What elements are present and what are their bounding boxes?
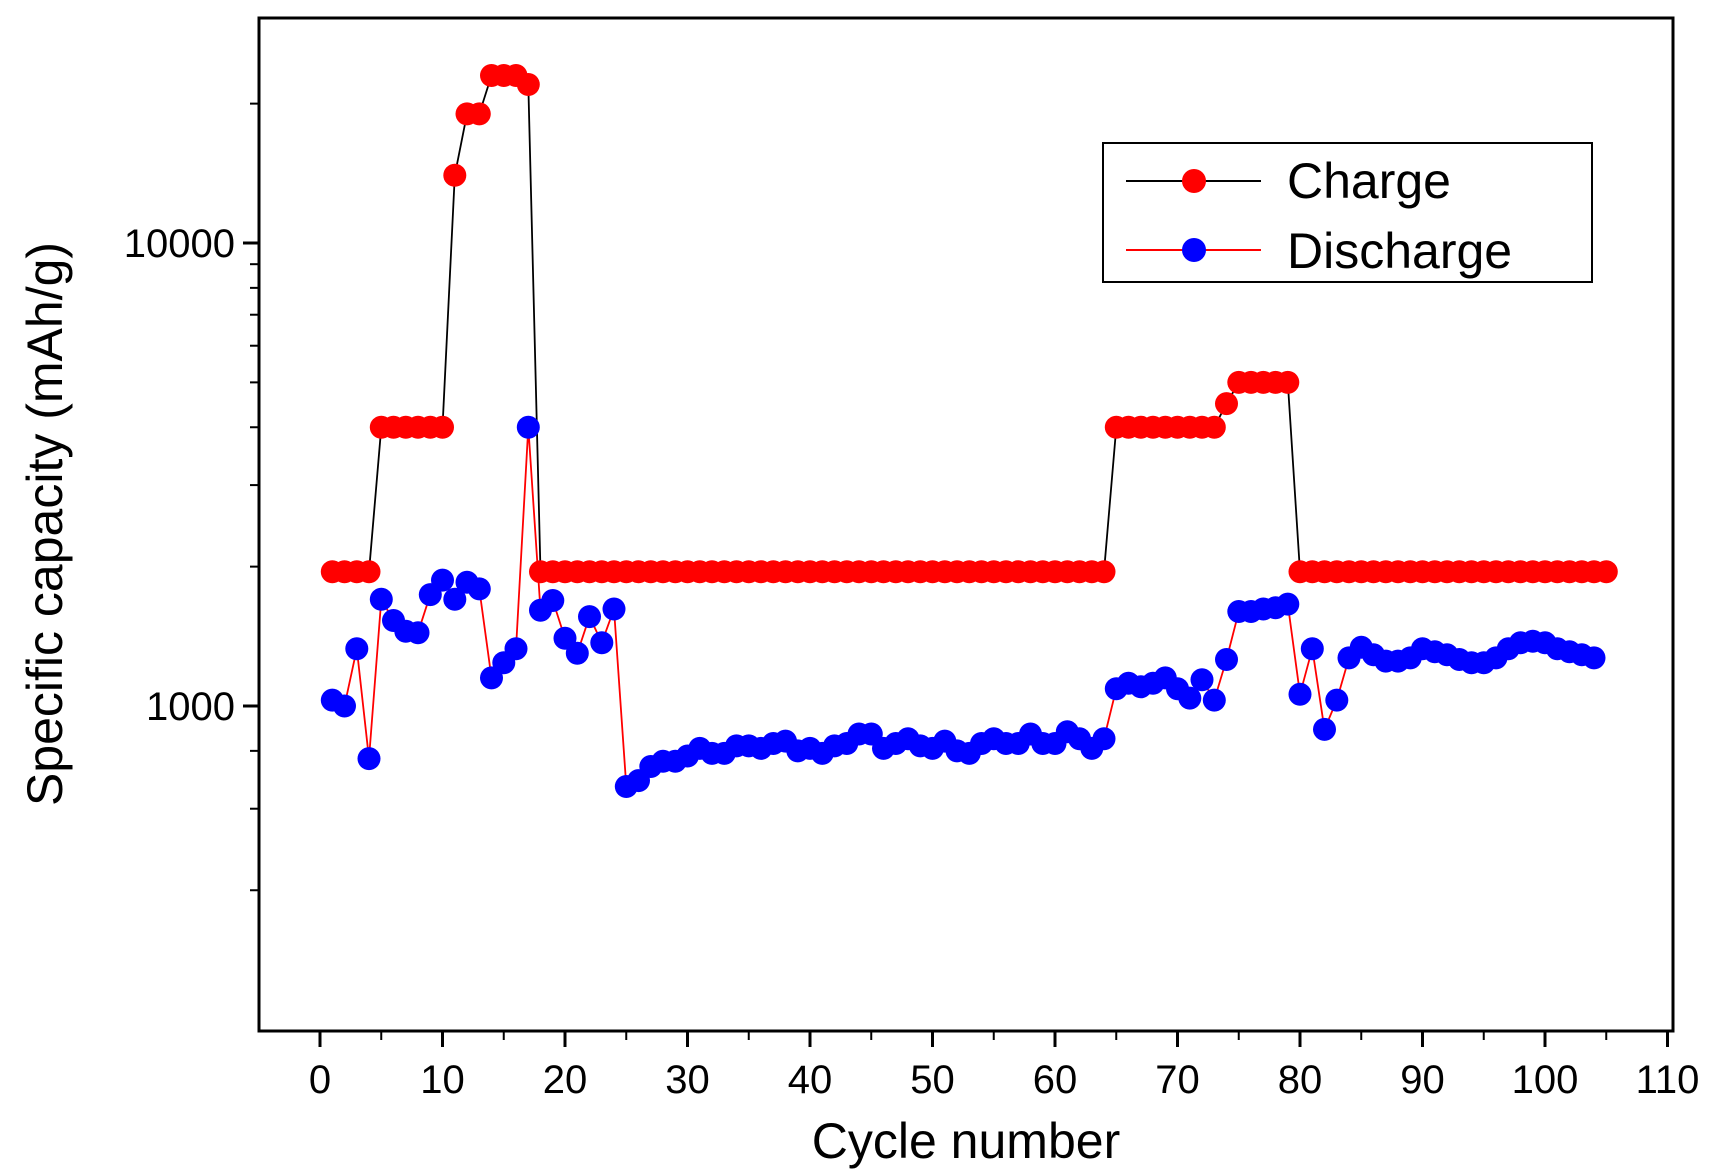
y-tick-label: 10000	[124, 222, 235, 266]
charge-point	[357, 560, 381, 584]
discharge-point	[1276, 592, 1300, 616]
discharge-point	[590, 631, 614, 655]
y-axis-title: Specific capacity (mAh/g)	[17, 242, 73, 806]
discharge-point	[1288, 682, 1312, 706]
discharge-point	[1092, 727, 1116, 751]
charge-point	[1215, 392, 1238, 416]
discharge-point	[516, 415, 540, 439]
discharge-point	[369, 587, 393, 611]
discharge-point	[1215, 648, 1238, 671]
discharge-point	[1202, 688, 1226, 712]
discharge-point	[333, 694, 356, 718]
x-tick-label: 60	[1033, 1058, 1078, 1102]
x-axis: 0 10 20 30 40 50 60 70 80 90 100 110	[309, 1031, 1700, 1102]
discharge-line	[331, 427, 1595, 788]
x-tick-label: 40	[788, 1058, 833, 1102]
discharge-point	[565, 641, 589, 665]
legend-discharge-marker	[1182, 238, 1206, 262]
charge-point	[443, 163, 467, 187]
discharge-point	[1582, 646, 1606, 670]
discharge-point	[431, 568, 454, 592]
charge-point	[516, 73, 540, 96]
legend-box	[1102, 142, 1593, 283]
charge-point	[431, 415, 454, 439]
charge-point	[1594, 560, 1618, 584]
x-tick-label: 80	[1278, 1058, 1323, 1102]
x-tick-label: 10	[420, 1058, 465, 1102]
x-tick-label: 0	[309, 1058, 331, 1102]
x-tick-label: 50	[910, 1058, 955, 1102]
charge-point	[1202, 415, 1226, 439]
x-axis-title: Cycle number	[812, 1113, 1120, 1169]
discharge-point	[1313, 717, 1336, 741]
x-tick-label: 100	[1512, 1058, 1579, 1102]
y-axis: 1000 10000	[124, 102, 259, 892]
legend-charge-label: Charge	[1287, 153, 1451, 209]
plot-frame	[257, 16, 1675, 1033]
series-layer	[320, 64, 1618, 798]
discharge-point	[345, 637, 369, 661]
discharge-point	[578, 605, 601, 629]
discharge-point	[467, 577, 491, 601]
discharge-point	[1325, 688, 1349, 712]
x-tick-label: 90	[1400, 1058, 1445, 1102]
discharge-point	[504, 637, 528, 661]
legend: Charge Discharge	[1102, 142, 1593, 283]
discharge-point	[541, 589, 565, 612]
discharge-point	[443, 587, 467, 611]
charge-point	[467, 102, 491, 126]
discharge-point	[406, 621, 430, 645]
x-tick-label: 70	[1155, 1058, 1200, 1102]
legend-charge-marker	[1182, 169, 1206, 193]
x-tick-label: 20	[543, 1058, 588, 1102]
x-tick-label: 30	[665, 1058, 710, 1102]
discharge-point	[357, 747, 381, 771]
x-tick-label: 110	[1636, 1058, 1700, 1102]
discharge-point	[602, 597, 626, 621]
discharge-point	[1300, 637, 1324, 661]
charge-point	[1092, 560, 1116, 584]
y-tick-label: 1000	[146, 685, 235, 729]
charge-point	[1276, 370, 1300, 394]
discharge-point	[1190, 668, 1214, 692]
legend-discharge-label: Discharge	[1287, 223, 1512, 279]
discharge-point	[1178, 686, 1202, 710]
